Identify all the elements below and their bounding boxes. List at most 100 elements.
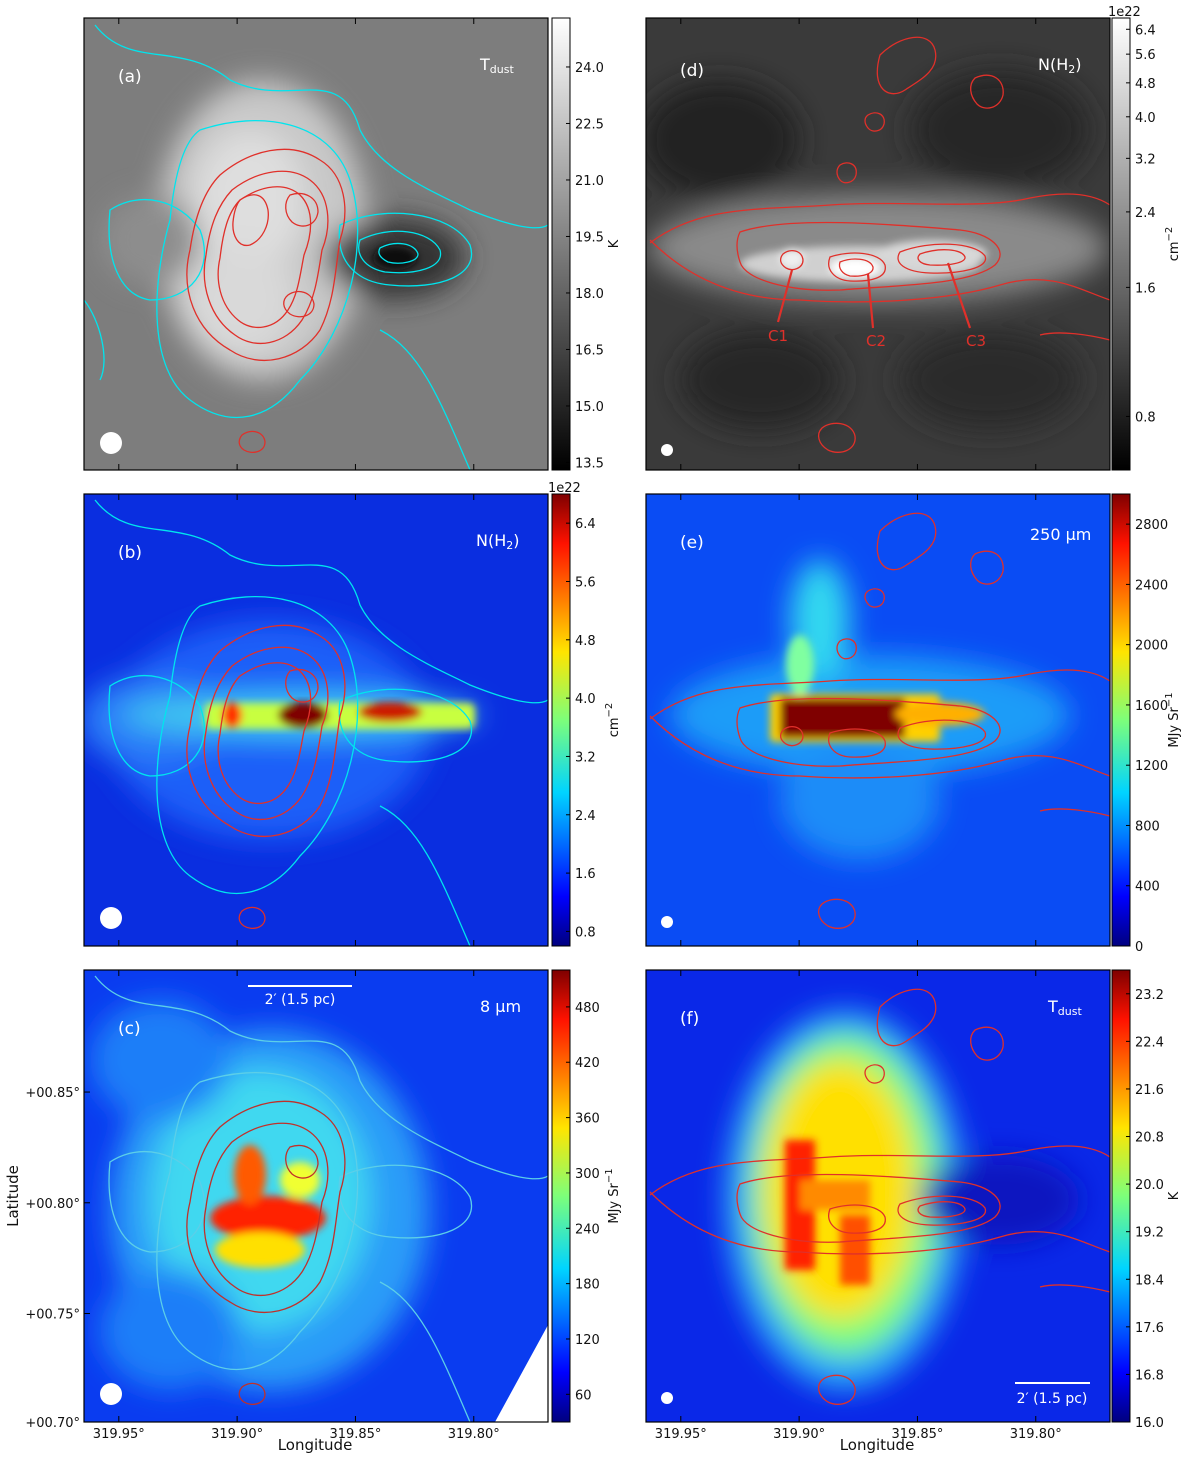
- panel-d-map-label: N(H2): [1038, 55, 1082, 76]
- colorbar-tick-label: 21.6: [1135, 1083, 1164, 1098]
- colorbar-tick-label: 17.6: [1135, 1321, 1164, 1336]
- x-tick-label: 319.85°: [891, 1427, 943, 1442]
- core-c2-label: C2: [866, 332, 886, 350]
- colorbar-tick-label: 4.8: [1135, 77, 1156, 92]
- panel-c-letter: (c): [118, 1019, 141, 1039]
- panel-c-x-ticks: 319.95° 319.90° 319.85° 319.80°: [93, 970, 500, 1442]
- colorbar-tick-label: 20.0: [1135, 1178, 1164, 1193]
- colorbar-tick-label: 5.6: [575, 575, 596, 590]
- colorbar-tick-label: 0.8: [1135, 410, 1156, 425]
- panel-c: 2′ (1.5 pc) (c) 8 μm 480 420 360 300 240 180 1…: [4, 969, 622, 1454]
- panel-a-colorbar: [551, 17, 571, 471]
- core-c3-label: C3: [966, 332, 986, 350]
- colorbar-unit: K: [1167, 1191, 1182, 1200]
- colorbar-tick-label: 24.0: [575, 61, 604, 76]
- colorbar-tick-label: 0.8: [575, 925, 596, 940]
- colorbar-tick-label: 22.4: [1135, 1035, 1164, 1050]
- x-tick-label: 319.90°: [211, 1427, 263, 1442]
- panel-c-xlabel: Longitude: [278, 1436, 353, 1454]
- colorbar-tick-label: 4.0: [1135, 111, 1156, 126]
- colorbar-tick-label: 13.5: [575, 456, 604, 471]
- panel-b-colorbar-ticks: 6.4 5.6 4.8 4.0 3.2 2.4 1.6 0.8 1e22 cm−2: [548, 481, 622, 940]
- panel-d-letter: (d): [680, 61, 704, 81]
- panel-f-scalebar-label: 2′ (1.5 pc): [1017, 1391, 1088, 1407]
- core-c1-label: C1: [768, 327, 788, 345]
- colorbar-exponent: 1e22: [1108, 5, 1141, 20]
- panel-f-xlabel: Longitude: [840, 1436, 915, 1454]
- colorbar-tick-label: 400: [1135, 880, 1160, 895]
- panel-a: (a) Tdust 24.0 22.5 21.0 19.5 18.0 16.5 15.0 13…: [83, 17, 622, 471]
- colorbar-tick-label: 3.2: [1135, 152, 1156, 167]
- colorbar-tick-label: 6.4: [1135, 23, 1156, 38]
- panel-a-colorbar-ticks: 24.0 22.5 21.0 19.5 18.0 16.5 15.0 13.5 K: [566, 61, 622, 471]
- panel-c-ylabel: Latitude: [4, 1165, 22, 1227]
- colorbar-tick-label: 300: [575, 1167, 600, 1182]
- panel-c-map: 2′ (1.5 pc) (c) 8 μm: [84, 970, 548, 1422]
- colorbar-tick-label: 5.6: [1135, 48, 1156, 63]
- panel-f-map-label: Tdust: [1047, 997, 1082, 1018]
- colorbar-tick-label: 2.4: [575, 809, 596, 824]
- colorbar-tick-label: 6.4: [575, 517, 596, 532]
- colorbar-unit: MJy Sr−1: [1164, 692, 1182, 747]
- colorbar-tick-label: 1200: [1135, 759, 1168, 774]
- panel-f-colorbar: [1111, 969, 1131, 1423]
- colorbar-tick-label: 18.4: [1135, 1273, 1164, 1288]
- panel-c-scalebar-label: 2′ (1.5 pc): [265, 992, 336, 1008]
- panel-e-letter: (e): [680, 533, 704, 553]
- colorbar-tick-label: 2000: [1135, 639, 1168, 654]
- panel-d-x-ticks: [680, 18, 1037, 470]
- colorbar-tick-label: 120: [575, 1333, 600, 1348]
- panel-e-colorbar-ticks: 2800 2400 2000 1600 1200 800 400 0 MJy Sr−1: [1126, 518, 1182, 955]
- panel-d-beam: [661, 444, 673, 456]
- colorbar-tick-label: 480: [575, 1001, 600, 1016]
- colorbar-tick-label: 1.6: [575, 867, 596, 882]
- x-tick-label: 319.80°: [1010, 1427, 1062, 1442]
- colorbar-tick-label: 1.6: [1135, 281, 1156, 296]
- panel-f-beam: [661, 1392, 673, 1404]
- panel-a-x-ticks: [118, 18, 475, 470]
- panel-d: C1 C2 C3 (d) N(H2) 6.4 5.6 4.8 4.0 3.2 2.4 1.6…: [645, 5, 1182, 471]
- colorbar-tick-label: 2800: [1135, 518, 1168, 533]
- panel-e-map: (e) 250 μm: [646, 494, 1110, 946]
- panel-e-x-ticks: [680, 494, 1037, 946]
- core-c3-pointer: [946, 262, 972, 329]
- colorbar-tick-label: 20.8: [1135, 1131, 1164, 1146]
- colorbar-tick-label: 4.8: [575, 634, 596, 649]
- colorbar-tick-label: 23.2: [1135, 988, 1164, 1003]
- panel-b: (b) N(H2) 6.4 5.6 4.8 4.0 3.2 2.4 1.6 0.8 1e22 cm…: [83, 481, 622, 947]
- panel-b-beam: [100, 907, 122, 929]
- panel-f-colorbar-ticks: 23.2 22.4 21.6 20.8 20.0 19.2 18.4 17.6 16.8 16.0…: [1126, 988, 1182, 1431]
- y-tick-label: +00.75°: [25, 1308, 80, 1323]
- panel-c-beam: [100, 1383, 122, 1405]
- colorbar-tick-label: 180: [575, 1278, 600, 1293]
- y-tick-label: +00.80°: [25, 1197, 80, 1212]
- panel-d-colorbar-ticks: 6.4 5.6 4.8 4.0 3.2 2.4 1.6 0.8 1e22 cm−2: [1108, 5, 1182, 425]
- panel-c-y-ticks: +00.85° +00.80° +00.75° +00.70°: [25, 1086, 90, 1431]
- colorbar-tick-label: 2.4: [1135, 206, 1156, 221]
- panel-a-letter: (a): [118, 67, 142, 87]
- colorbar-unit: MJy Sr−1: [604, 1168, 622, 1223]
- panel-d-map: C1 C2 C3 (d) N(H2): [646, 18, 1110, 470]
- colorbar-unit: cm−2: [1164, 227, 1182, 262]
- panel-b-map: (b) N(H2): [84, 494, 548, 946]
- panel-e-colorbar: [1111, 493, 1131, 947]
- colorbar-tick-label: 22.5: [575, 117, 604, 132]
- panel-f-letter: (f): [680, 1009, 699, 1029]
- x-tick-label: 319.95°: [93, 1427, 145, 1442]
- colorbar-tick-label: 19.5: [575, 230, 604, 245]
- panel-b-x-ticks: [118, 494, 475, 946]
- panel-a-map-label: Tdust: [479, 55, 514, 76]
- colorbar-unit: K: [607, 239, 622, 248]
- colorbar-tick-label: 2400: [1135, 578, 1168, 593]
- colorbar-unit: cm−2: [604, 703, 622, 738]
- colorbar-tick-label: 16.5: [575, 343, 604, 358]
- x-tick-label: 319.85°: [329, 1427, 381, 1442]
- panel-f-map: 2′ (1.5 pc) (f) Tdust: [646, 970, 1110, 1422]
- colorbar-tick-label: 3.2: [575, 750, 596, 765]
- colorbar-tick-label: 19.2: [1135, 1226, 1164, 1241]
- panel-d-colorbar: [1111, 17, 1131, 471]
- panel-b-colorbar: [551, 493, 571, 947]
- colorbar-tick-label: 0: [1135, 940, 1143, 955]
- colorbar-tick-label: 800: [1135, 819, 1160, 834]
